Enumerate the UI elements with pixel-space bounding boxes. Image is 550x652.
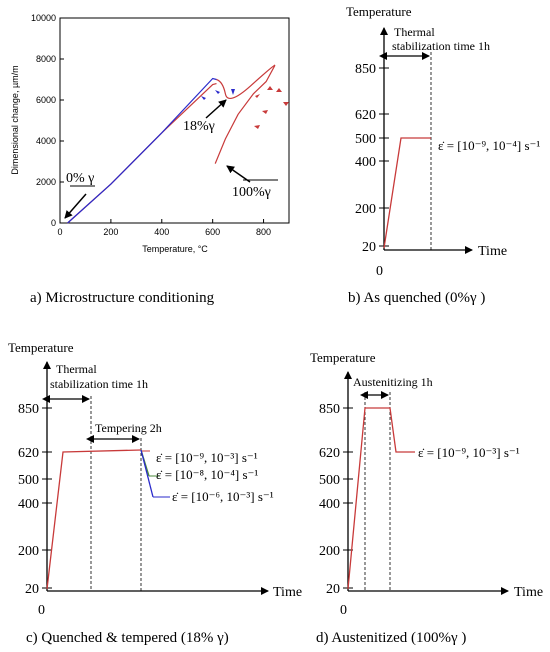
y-ticks: 850 620 500 400 200 20 [18,402,52,597]
panel-d: Temperature Time 0 850 620 500 400 200 20 Aus… [310,350,543,646]
y-axis-title: Dimensional change, µm/m [10,65,20,174]
curves [67,64,276,224]
panel-c: Temperature Time 0 850 620 500 400 200 20 The… [8,340,302,646]
caption-c: c) Quenched & tempered (18% γ) [26,630,229,646]
strain-rate-label: ε̇ = [10⁻⁹, 10⁻³] s⁻¹ [418,445,520,460]
leader-0pct-arrow [64,193,87,219]
y-tick-label: 620 [18,446,39,461]
red-arrow-marker [283,102,289,106]
y-tick-label: 620 [355,108,376,123]
red-arrow-marker [276,88,282,92]
label-18pct: 18%γ [183,119,215,134]
label-100pct: 100%γ [232,185,271,200]
y-tick-label: 400 [18,497,39,512]
leader-100pct-arrow [226,165,251,183]
red-arrow-marker [254,125,260,129]
temperature-profile [46,449,142,590]
series-line-heating [216,64,276,100]
y-axis-title: Temperature [8,340,74,355]
stabilization-label-1: Thermal [394,25,435,39]
x-tick-label: 800 [256,227,271,237]
origin-label: 0 [376,264,383,279]
x-tick-label: 400 [154,227,169,237]
y-tick-label: 8000 [36,54,56,64]
panel-b: Temperature Time 0 850 620 500 400 200 20 The… [346,4,540,306]
series-line-1 [67,77,217,224]
y-tick-label: 620 [319,446,340,461]
temperature-profile [383,137,431,249]
blue-arrow-marker [215,90,220,94]
caption-a: a) Microstructure conditioning [30,290,215,306]
y-tick-label: 850 [355,62,376,77]
y-tick-label: 10000 [31,13,56,23]
y-tick-label: 6000 [36,95,56,105]
y-tick-label: 500 [319,473,340,488]
stabilization-label-2: stabilization time 1h [392,39,490,53]
y-tick-label: 200 [319,544,340,559]
y-ticks: 0 2000 4000 6000 8000 10000 [31,13,64,228]
y-tick-label: 200 [18,544,39,559]
y-tick-label: 400 [355,155,376,170]
plot-frame [59,17,290,224]
y-axis-title: Temperature [310,350,376,365]
x-tick-label: 200 [103,227,118,237]
panel-a: Dimensional change, µm/m 020004000600080… [10,13,290,306]
y-tick-label: 400 [319,497,340,512]
y-tick-label: 2000 [36,177,56,187]
x-tick-label: 600 [205,227,220,237]
y-ticks: 850 620 500 400 200 20 [355,62,389,255]
y-tick-label: 850 [319,402,340,417]
y-tick-label: 20 [25,582,39,597]
strain-rate-label-1: ε̇ = [10⁻⁹, 10⁻³] s⁻¹ [156,450,258,465]
red-arrow-marker [267,86,273,90]
origin-label: 0 [38,603,45,618]
caption-b: b) As quenched (0%γ ) [348,290,485,306]
x-axis-title: Time [478,244,507,259]
origin-label: 0 [340,603,347,618]
x-axis-title: Time [514,585,543,600]
y-tick-label: 4000 [36,136,56,146]
label-0pct: 0% γ [66,171,94,186]
y-axis-title: Temperature [346,4,412,19]
red-arrow-marker [262,110,268,114]
leader-18pct-arrow [205,99,227,119]
strain-rate-label: ε̇ = [10⁻⁹, 10⁻⁴] s⁻¹ [438,138,540,153]
blue-arrow-marker [201,96,206,100]
x-axis-title: Temperature, °C [142,244,208,254]
y-tick-label: 0 [51,218,56,228]
x-axis-title: Time [273,585,302,600]
y-tick-label: 500 [18,473,39,488]
austenitizing-label: Austenitizing 1h [353,375,433,389]
x-tick-label: 0 [57,227,62,237]
strain-rate-label-2: ε̇ = [10⁻⁸, 10⁻⁴] s⁻¹ [156,467,258,482]
tempering-label: Tempering 2h [95,421,162,435]
red-arrow-marker [255,94,260,98]
y-tick-label: 500 [355,132,376,147]
blue-branch [140,449,154,498]
x-ticks: 0 200 400 600 800 [57,219,271,237]
y-tick-label: 200 [355,202,376,217]
stabilization-label-1: Thermal [56,362,97,376]
y-tick-label: 20 [326,582,340,597]
strain-rate-label-3: ε̇ = [10⁻⁶, 10⁻³] s⁻¹ [172,489,274,504]
blue-arrow-marker [231,89,235,95]
y-tick-label: 850 [18,402,39,417]
stabilization-label-2: stabilization time 1h [50,377,148,391]
series-line-2 [214,64,276,164]
caption-d: d) Austenitized (100%γ ) [316,630,466,646]
y-tick-label: 20 [362,240,376,255]
temperature-profile [347,407,415,590]
y-ticks: 850 620 500 400 200 20 [319,402,353,597]
